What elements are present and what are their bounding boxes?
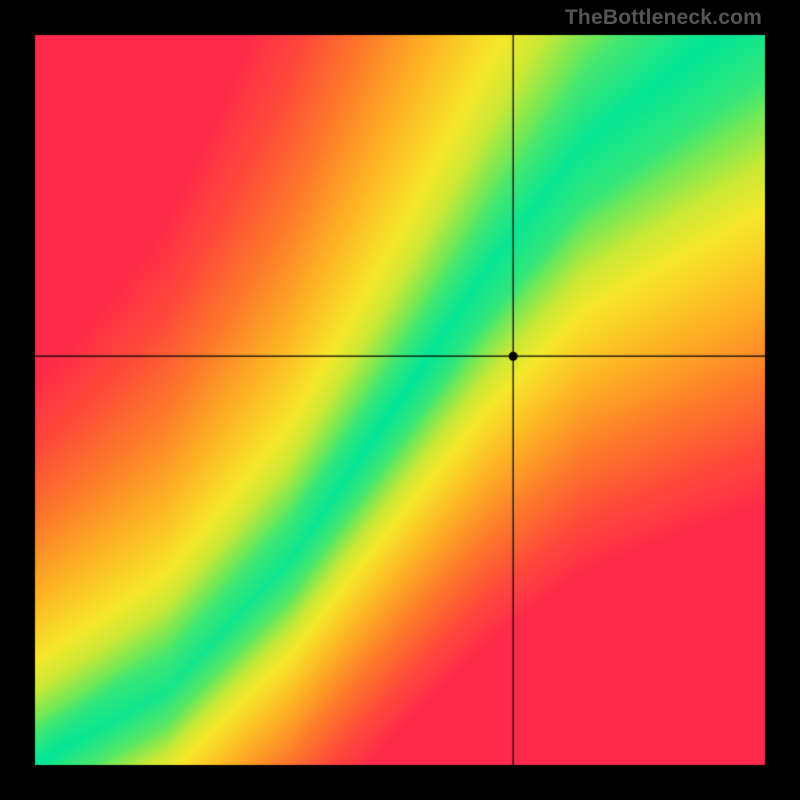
watermark-text: TheBottleneck.com (565, 6, 762, 30)
heatmap-canvas (0, 0, 800, 800)
chart-container: TheBottleneck.com (0, 0, 800, 800)
